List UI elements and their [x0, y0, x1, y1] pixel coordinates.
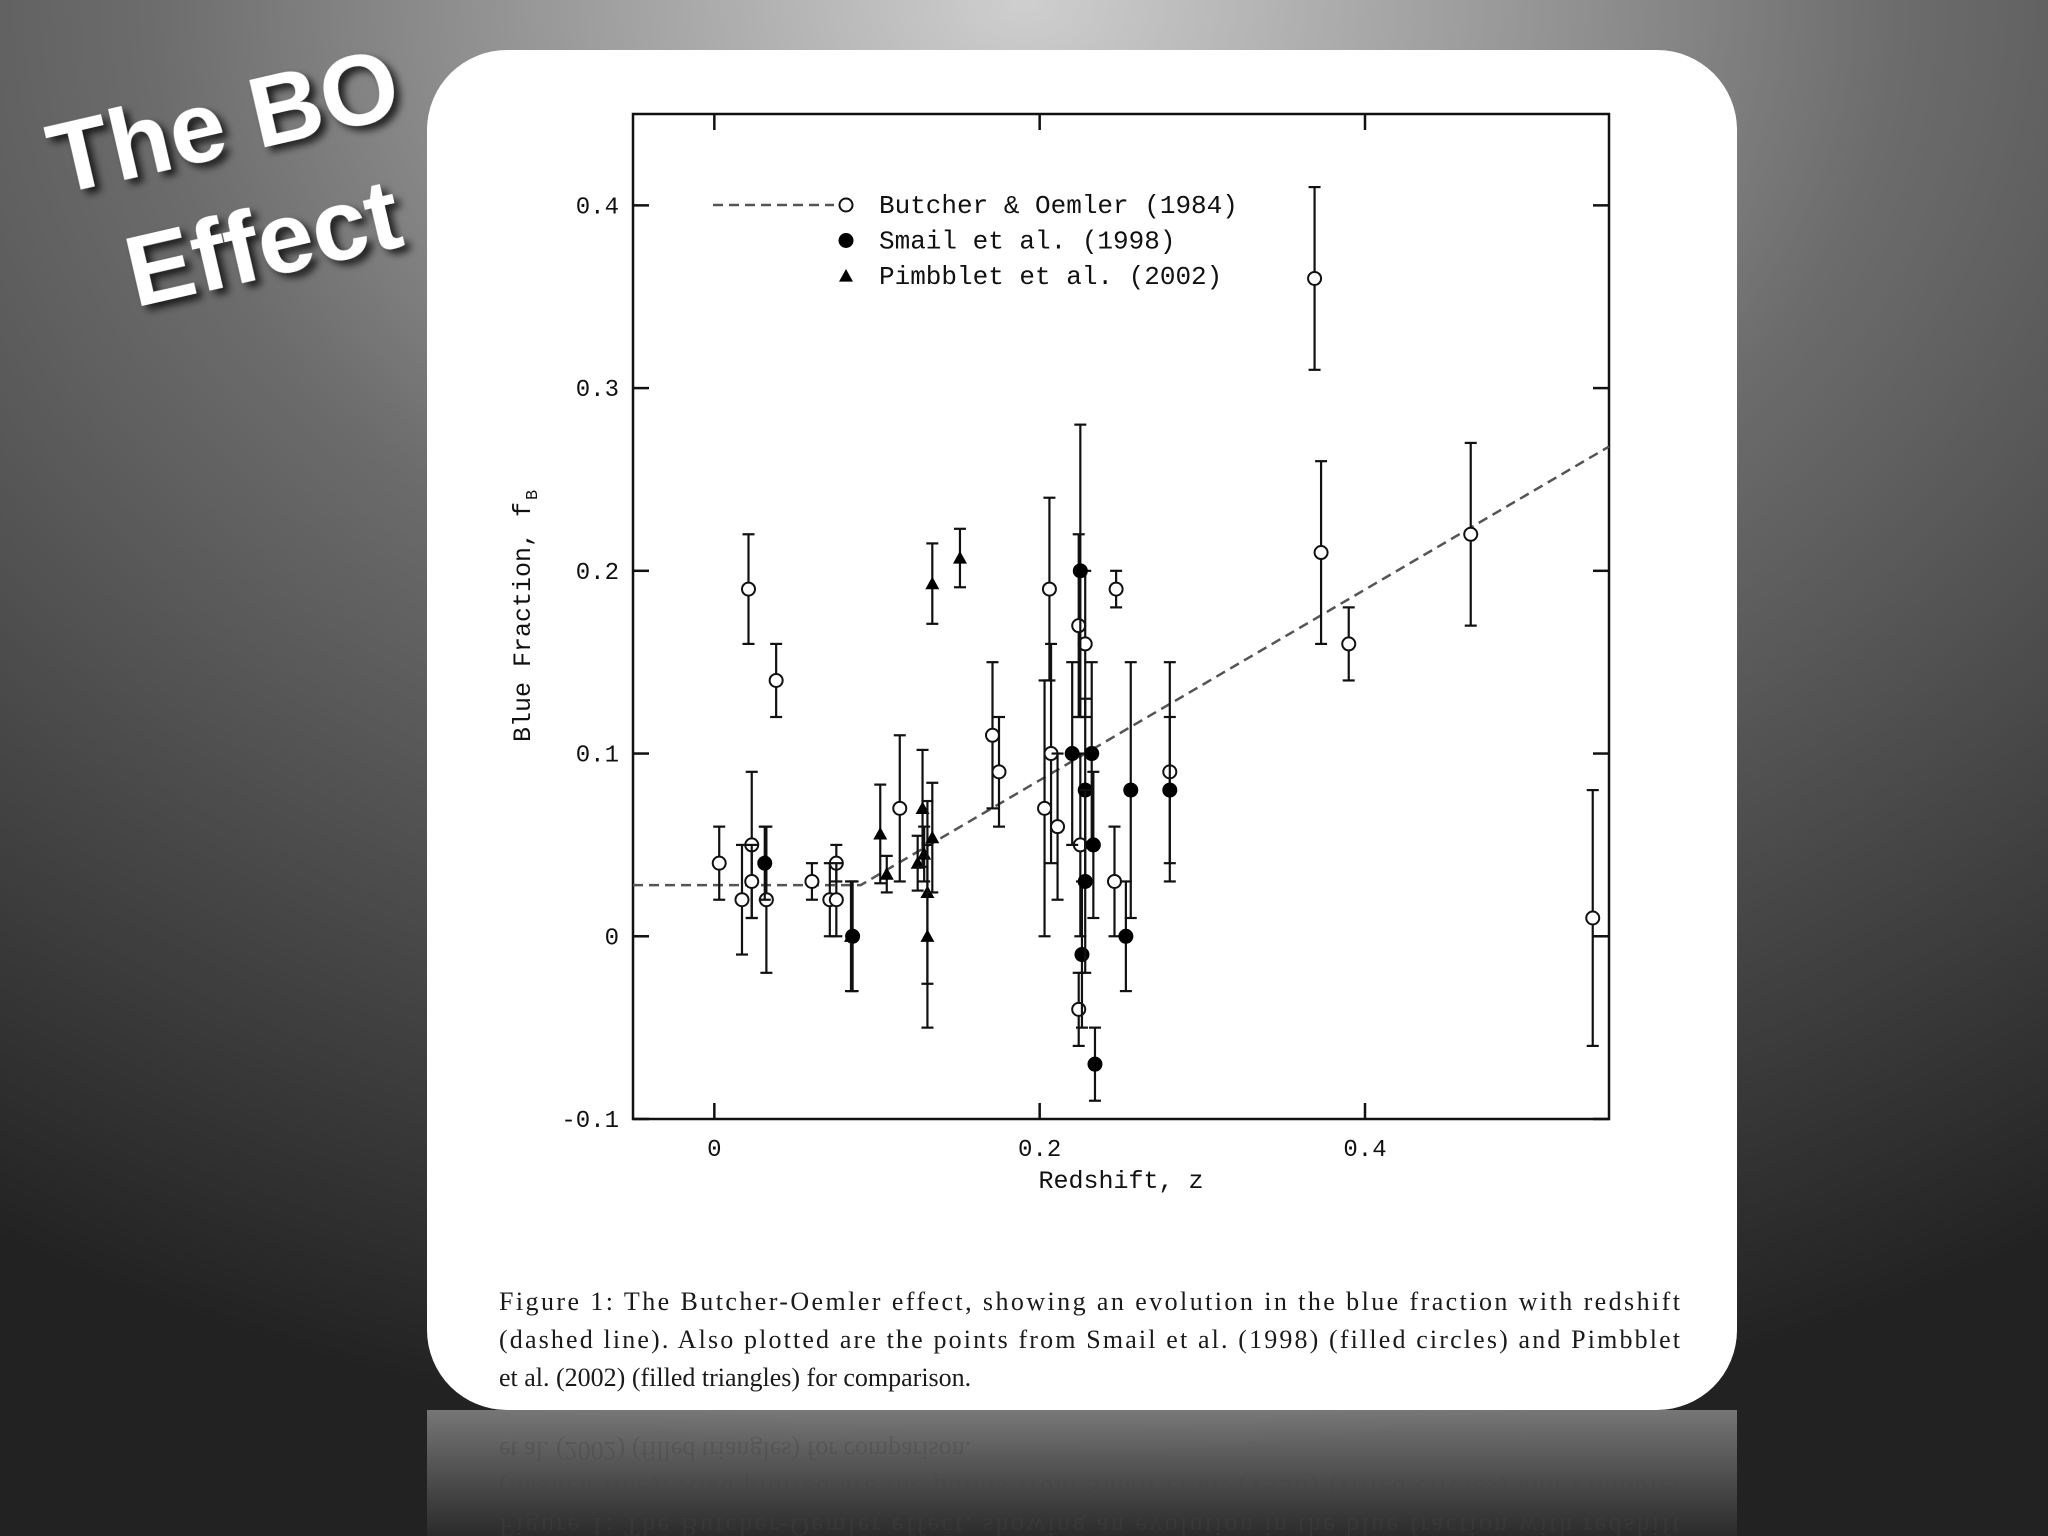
- point: [991, 764, 1007, 780]
- x-axis-label: Redshift, z: [1038, 1167, 1203, 1196]
- point: [1050, 819, 1066, 835]
- point: [1085, 837, 1101, 853]
- point: [1064, 746, 1080, 762]
- legend-marker: [839, 269, 853, 282]
- point: [843, 929, 858, 942]
- point: [1071, 1001, 1087, 1017]
- caption-line-reflection: (dashed line). Also plotted are the poin…: [499, 1474, 1681, 1503]
- legend-marker: [838, 233, 854, 248]
- y-axis-label-subscript: B: [524, 490, 543, 500]
- point: [1106, 873, 1122, 889]
- y-tick-label: 0.4: [576, 194, 619, 221]
- point: [1313, 545, 1329, 561]
- point: [1077, 636, 1093, 652]
- x-tick-label: 0.2: [1018, 1137, 1061, 1164]
- legend-label: Pimbblet et al. (2002): [879, 262, 1222, 292]
- caption-line: et al. (2002) (filled triangles) for com…: [499, 1363, 971, 1392]
- point: [1162, 782, 1178, 798]
- point: [1585, 910, 1601, 926]
- caption-reflection: Figure 1: The Butcher-Oemler effect, sho…: [499, 1436, 1681, 1536]
- point: [740, 581, 756, 597]
- point: [1074, 947, 1090, 963]
- point: [828, 892, 844, 908]
- point: [925, 830, 940, 844]
- point: [873, 826, 888, 840]
- y-tick-label: -0.1: [561, 1108, 619, 1135]
- point: [711, 855, 727, 871]
- point: [925, 576, 940, 590]
- point: [804, 873, 820, 889]
- point: [879, 867, 894, 880]
- point: [1084, 746, 1100, 762]
- y-tick-label: 0.2: [576, 560, 619, 587]
- panel-reflection: [427, 1410, 1737, 1536]
- point: [1123, 782, 1139, 798]
- point: [1087, 1056, 1103, 1072]
- y-tick-label: 0: [605, 925, 619, 952]
- point: [892, 800, 908, 816]
- caption-line-reflection: Figure 1: The Butcher-Oemler effect, sho…: [499, 1512, 1681, 1536]
- legend-label: Butcher & Oemler (1984): [879, 191, 1238, 221]
- point: [1108, 581, 1124, 597]
- legend-marker: [838, 197, 854, 213]
- point: [1077, 873, 1093, 889]
- trend-line: [633, 445, 1610, 887]
- point: [744, 873, 760, 889]
- point: [1072, 563, 1088, 579]
- legend-label: Smail et al. (1998): [879, 227, 1175, 257]
- caption-line: Figure 1: The Butcher-Oemler effect, sho…: [499, 1287, 1681, 1316]
- point: [1041, 581, 1057, 597]
- caption: Figure 1: The Butcher-Oemler effect, sho…: [499, 1287, 1681, 1392]
- y-tick-label: 0.3: [576, 377, 619, 404]
- x-tick-label: 0.4: [1343, 1137, 1386, 1164]
- point: [1463, 526, 1479, 542]
- point: [757, 855, 773, 871]
- point: [1037, 800, 1053, 816]
- plot-frame: [631, 112, 1611, 1121]
- point: [915, 801, 930, 814]
- caption-line-reflection: et al. (2002) (filled triangles) for com…: [499, 1436, 971, 1465]
- content-panel: [427, 50, 1737, 1410]
- point: [920, 929, 935, 942]
- caption-line: (dashed line). Also plotted are the poin…: [499, 1325, 1681, 1354]
- point: [984, 727, 1000, 743]
- point: [952, 551, 967, 564]
- point: [734, 892, 750, 908]
- point: [1071, 618, 1087, 634]
- point: [1341, 636, 1357, 652]
- y-tick-label: 0.1: [576, 743, 619, 770]
- y-axis-label: Blue Fraction, f: [509, 502, 538, 742]
- point: [1118, 928, 1134, 944]
- y-axis-label-group: Blue Fraction, f B: [509, 490, 543, 742]
- point: [1307, 270, 1323, 286]
- point: [910, 856, 925, 869]
- point: [768, 672, 784, 688]
- x-tick-label: 0: [707, 1137, 721, 1164]
